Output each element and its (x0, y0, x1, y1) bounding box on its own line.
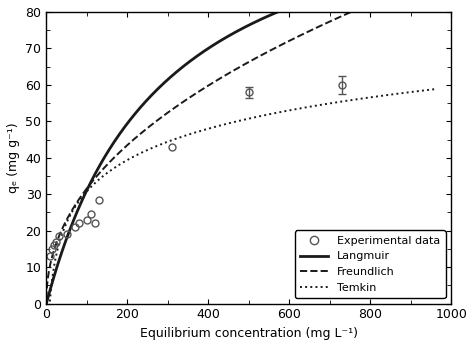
Langmuir (232, 30, 238, 34)
Temkin (232, 120, 238, 124)
Legend: Experimental data, Langmuir, Freundlich, Temkin: Experimental data, Langmuir, Freundlich,… (294, 230, 446, 298)
Line: Freundlich: Freundlich (46, 0, 435, 299)
Y-axis label: qₑ (mg g⁻¹): qₑ (mg g⁻¹) (7, 122, 20, 193)
Freundlich (232, 67, 238, 71)
Freundlich (44, 297, 49, 301)
Temkin (420, 88, 426, 93)
Temkin (349, 98, 355, 102)
Freundlich (222, 74, 228, 78)
Temkin (432, 87, 438, 91)
Freundlich (64, 219, 69, 223)
Langmuir (222, 36, 228, 40)
Temkin (222, 122, 228, 126)
Temkin (64, 221, 69, 226)
Line: Temkin: Temkin (50, 89, 435, 302)
Temkin (421, 88, 427, 93)
Line: Langmuir: Langmuir (46, 0, 435, 304)
Langmuir (64, 237, 69, 242)
Langmuir (44, 302, 49, 306)
Freundlich (349, 9, 355, 14)
X-axis label: Equilibrium concentration (mg L⁻¹): Equilibrium concentration (mg L⁻¹) (140, 327, 358, 340)
